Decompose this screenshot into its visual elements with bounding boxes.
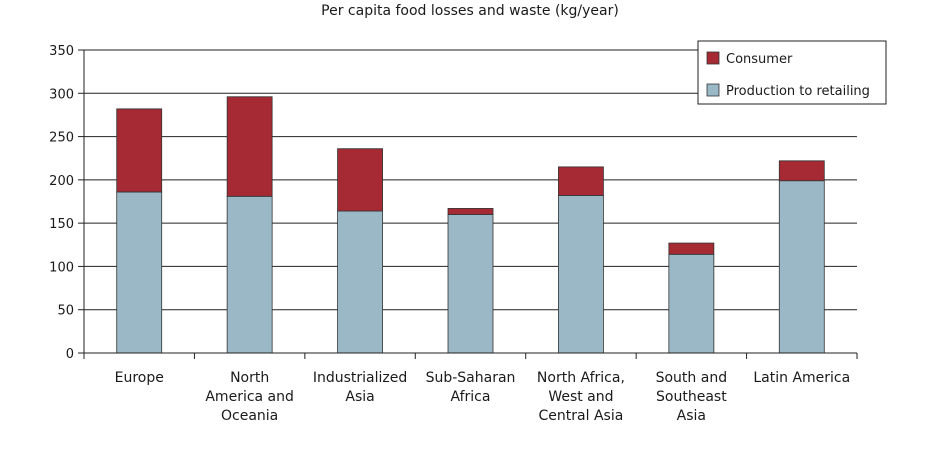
x-category-label-line: Africa	[451, 389, 491, 405]
bar-segment-consumer	[447, 208, 494, 215]
x-category-label-line: Central Asia	[539, 408, 624, 424]
x-category-label-line: Asia	[677, 408, 706, 424]
y-tick-label: 250	[49, 131, 74, 146]
x-category-label-line: America and	[205, 389, 294, 405]
y-axis: 0 50 100 150 200 250 300 350	[49, 44, 85, 362]
bar-segment-production	[558, 195, 604, 354]
bar-segment-consumer	[116, 108, 163, 193]
x-category-label-line: Latin America	[753, 370, 850, 386]
bar-segment-consumer	[778, 160, 825, 182]
legend: Consumer Production to retailing	[697, 40, 887, 105]
bar-segment-production	[226, 195, 273, 354]
y-tick-label: 100	[49, 260, 74, 275]
bar-segment-consumer	[226, 96, 273, 197]
x-category-label: Latin America	[753, 370, 850, 386]
legend-swatch	[706, 51, 720, 65]
x-category-label-line: Industrialized	[313, 370, 407, 386]
bar-segment-production	[337, 210, 383, 354]
legend-label: Consumer	[726, 52, 793, 67]
bar-segment-consumer	[558, 166, 604, 196]
x-category-label: Industrialized Asia	[313, 370, 407, 405]
x-category-label-line: North Africa,	[537, 370, 625, 386]
x-category-label-line: Oceania	[221, 408, 278, 424]
x-category-label: South and Southeast Asia	[656, 370, 728, 424]
bar-segment-production	[447, 214, 494, 354]
y-tick-label: 50	[57, 304, 74, 319]
x-axis: Europe North America and Oceania Industriali…	[83, 352, 858, 424]
x-category-label-line: Sub-Saharan	[426, 370, 516, 386]
x-category-label-line: Europe	[115, 370, 164, 386]
bar-segment-production	[668, 253, 715, 354]
y-tick-label: 150	[49, 217, 74, 232]
x-category-label: Europe	[115, 370, 164, 386]
legend-box	[697, 40, 887, 105]
bars	[116, 96, 825, 354]
x-category-label: North Africa, West and Central Asia	[537, 370, 625, 424]
x-category-label: Sub-Saharan Africa	[426, 370, 516, 405]
y-tick-label: 0	[66, 347, 74, 362]
legend-swatch	[706, 83, 720, 97]
bar-segment-consumer	[337, 148, 383, 212]
bar-segment-consumer	[668, 242, 715, 255]
x-category-label-line: Southeast	[656, 389, 727, 405]
x-category-label-line: South and	[656, 370, 727, 386]
bar-segment-production	[116, 191, 163, 354]
x-category-label-line: Asia	[345, 389, 374, 405]
chart-title: Per capita food losses and waste (kg/yea…	[321, 3, 619, 19]
bar-segment-production	[778, 180, 825, 354]
y-tick-label: 300	[49, 87, 74, 102]
y-tick-label: 350	[49, 44, 74, 59]
x-category-label-line: North	[230, 370, 269, 386]
x-category-label-line: West and	[548, 389, 613, 405]
x-category-label: North America and Oceania	[205, 370, 294, 424]
y-tick-label: 200	[49, 174, 74, 189]
legend-label: Production to retailing	[726, 84, 870, 99]
